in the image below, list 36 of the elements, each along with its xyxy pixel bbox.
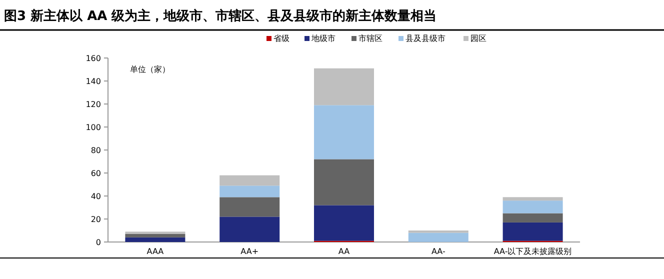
y-tick-label: 20 bbox=[90, 215, 101, 224]
bar bbox=[220, 216, 280, 242]
x-tick-label: AA bbox=[338, 247, 350, 256]
bar bbox=[125, 234, 186, 238]
bar bbox=[220, 186, 280, 198]
bar bbox=[502, 197, 563, 201]
bar bbox=[502, 200, 563, 214]
bar bbox=[502, 222, 563, 241]
bar bbox=[220, 175, 280, 186]
y-tick-label: 0 bbox=[96, 238, 101, 247]
bar bbox=[314, 68, 374, 106]
y-tick-label: 100 bbox=[86, 123, 101, 132]
bar bbox=[314, 105, 374, 160]
bar bbox=[220, 197, 280, 217]
y-tick-label: 60 bbox=[90, 169, 101, 178]
annotation: 单位（家） bbox=[130, 65, 170, 74]
y-tick-label: 120 bbox=[86, 100, 101, 109]
x-tick-label: AA-以下及未披露级别 bbox=[494, 247, 572, 256]
legend-label: 省级 bbox=[274, 34, 290, 43]
x-tick-label: AAA bbox=[146, 247, 164, 256]
legend-label: 园区 bbox=[470, 34, 486, 43]
y-tick-label: 160 bbox=[86, 54, 101, 63]
y-tick-label: 140 bbox=[86, 77, 101, 86]
chart-title: 图3 新主体以 AA 级为主，地级市、市辖区、县及县级市的新主体数量相当 bbox=[4, 8, 437, 24]
legend-label: 县及县级市 bbox=[406, 34, 446, 43]
bar bbox=[125, 237, 186, 242]
x-tick-label: AA+ bbox=[240, 247, 259, 256]
y-tick-label: 40 bbox=[90, 192, 101, 201]
bar bbox=[502, 213, 563, 222]
bar bbox=[314, 205, 374, 241]
y-tick-label: 80 bbox=[90, 146, 101, 155]
bar bbox=[408, 232, 468, 242]
x-tick-label: AA- bbox=[431, 247, 446, 256]
bar bbox=[314, 159, 374, 206]
legend-label: 地级市 bbox=[310, 34, 336, 43]
legend-label: 市辖区 bbox=[358, 34, 382, 43]
